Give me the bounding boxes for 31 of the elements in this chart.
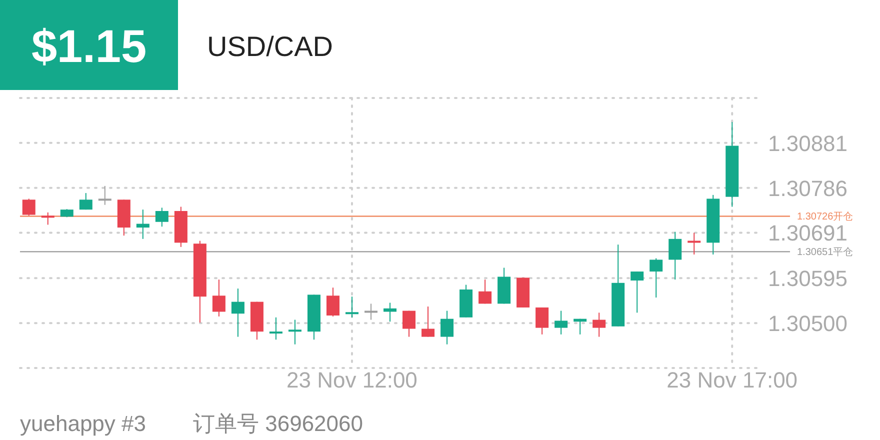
candlestick [402, 310, 416, 338]
y-tick-label: 1.30500 [768, 311, 848, 336]
candlestick [650, 258, 663, 298]
x-tick-label: 23 Nov 12:00 [286, 368, 418, 393]
candlestick [630, 271, 644, 314]
candlestick [231, 288, 244, 338]
candlestick [155, 207, 168, 228]
text: $1.15 [31, 20, 147, 72]
candlestick [422, 306, 435, 338]
ref-line-label: 1.30726开仓 [797, 210, 854, 223]
candlestick [22, 198, 36, 216]
candlestick [326, 287, 340, 317]
y-tick-label: 1.30595 [768, 266, 848, 292]
candlestick [440, 310, 454, 345]
candlestick [212, 279, 226, 317]
y-tick-label: 1.30691 [768, 220, 848, 246]
y-tick-label: 1.30786 [768, 176, 848, 201]
candlestick [79, 192, 92, 210]
candlestick [554, 310, 568, 335]
candlestick [384, 302, 396, 322]
candlestick [592, 312, 606, 338]
text: 订单号 36962060 [193, 411, 363, 436]
text: yuehappy #3 [20, 411, 146, 436]
x-tick-label: 23 Nov 17:00 [666, 368, 798, 393]
candlestick [478, 279, 492, 304]
ref-line-label: 1.30651平仓 [797, 246, 854, 258]
candlestick [536, 306, 549, 335]
y-tick-label: 1.30881 [768, 130, 848, 156]
chart-title: USD/CAD [207, 31, 334, 62]
candlestick [136, 209, 150, 240]
candlestick [668, 231, 682, 280]
